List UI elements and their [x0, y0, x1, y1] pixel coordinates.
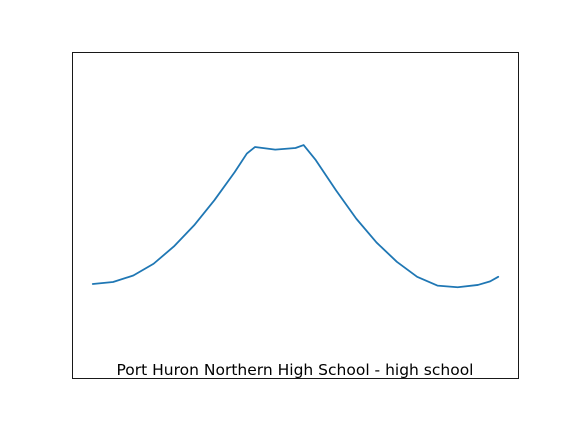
series-line [91, 144, 500, 289]
plot-area [91, 144, 500, 289]
axes-frame [72, 52, 519, 379]
chart-caption: Port Huron Northern High School - high s… [116, 361, 473, 379]
